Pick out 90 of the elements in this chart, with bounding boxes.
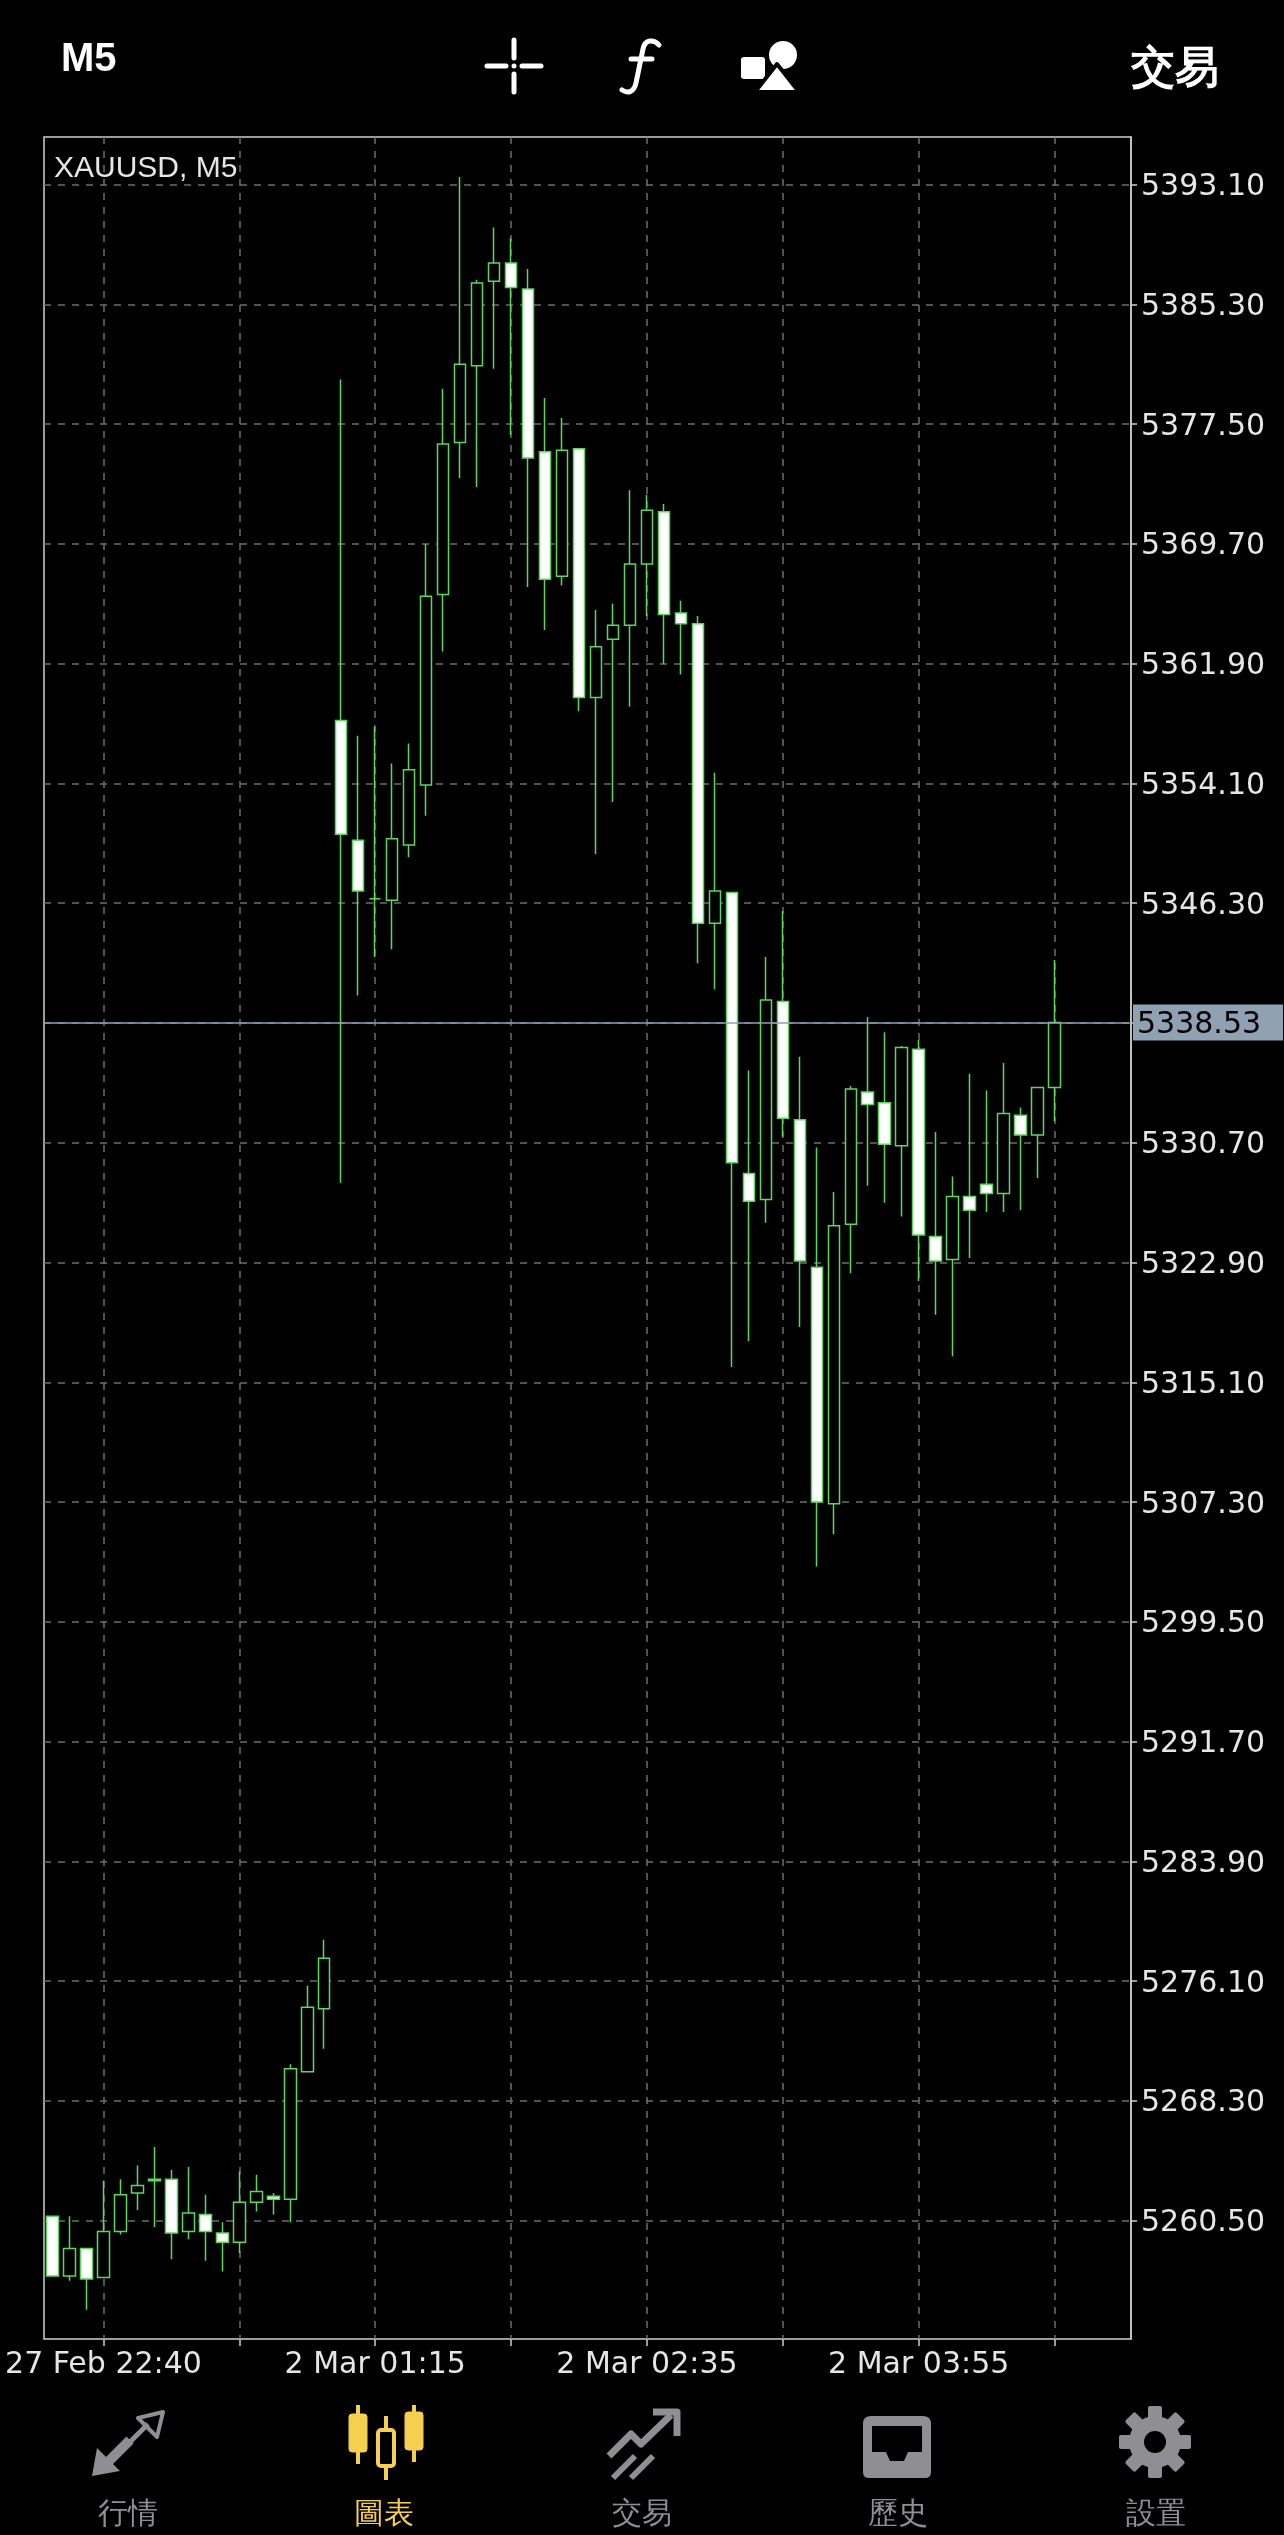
candlestick <box>504 237 518 436</box>
text: 歷史 <box>867 2495 929 2531</box>
candlestick <box>470 279 484 488</box>
candlestick <box>79 2247 94 2311</box>
y-tick-label: 5346.30 <box>1141 885 1266 921</box>
y-tick-label: 5276.10 <box>1141 1963 1266 1999</box>
candlestick <box>877 1031 892 1204</box>
text: 交易 <box>611 2495 673 2531</box>
candlestick <box>147 2146 162 2228</box>
y-tick-label: 5377.50 <box>1141 406 1266 442</box>
candlestick <box>945 1175 960 1357</box>
text: 圖表 <box>353 2495 415 2531</box>
candlestick <box>860 1016 875 1187</box>
x-tick-label: 27 Feb 22:40 <box>5 2344 202 2380</box>
text: 設置 <box>1125 2495 1187 2531</box>
candlestick <box>911 1039 926 1282</box>
y-tick-label: 5299.50 <box>1141 1604 1266 1640</box>
candlestick <box>181 2166 196 2240</box>
y-tick-label: 5268.30 <box>1141 2083 1266 2119</box>
candlestick <box>928 1131 943 1316</box>
candlestick <box>317 1939 331 2050</box>
candlestick <box>538 397 552 631</box>
candlestick <box>827 1191 841 1536</box>
y-tick-label: 5315.10 <box>1141 1364 1266 1400</box>
candlestick <box>623 489 637 708</box>
candlestick <box>555 417 569 587</box>
x-tick-label: 2 Mar 02:35 <box>556 2344 738 2380</box>
candlestick <box>725 891 739 1368</box>
candlestick <box>894 1045 909 1218</box>
y-tick-label: 5393.10 <box>1141 167 1266 203</box>
candlestick <box>402 742 416 858</box>
candlestick <box>1030 1086 1045 1179</box>
candlestick <box>759 956 773 1224</box>
y-tick-label: 5291.70 <box>1141 1724 1266 1760</box>
candlestick <box>283 2063 298 2224</box>
candlestick <box>453 176 467 479</box>
candlestick <box>436 388 450 653</box>
candlestick <box>334 378 348 1184</box>
candlestick <box>521 268 535 588</box>
candlestick <box>113 2178 128 2236</box>
candlestick <box>844 1085 858 1275</box>
y-tick-label: 5361.90 <box>1141 646 1266 682</box>
chart-title: XAUUSD, M5 <box>54 149 238 183</box>
candlestick <box>962 1072 977 1259</box>
candlestick <box>1047 959 1062 1123</box>
candlestick <box>572 447 586 713</box>
y-tick-label: 5283.90 <box>1141 1843 1266 1879</box>
y-tick-label: 5385.30 <box>1141 286 1266 322</box>
candlestick <box>996 1062 1011 1213</box>
candlestick <box>1013 1106 1028 1212</box>
candlestick <box>810 1146 824 1568</box>
y-tick-label: 5307.30 <box>1141 1484 1266 1520</box>
x-tick-label: 2 Mar 03:55 <box>828 2344 1010 2380</box>
candlestick <box>198 2193 213 2262</box>
candlestick <box>657 503 671 665</box>
candlestick <box>368 725 382 958</box>
y-tick-label: 5330.70 <box>1141 1125 1266 1161</box>
candlestick <box>351 735 365 997</box>
candlestick <box>232 2170 247 2254</box>
candlestick <box>640 494 654 617</box>
candlestick <box>674 599 688 676</box>
y-tick-label: 5369.70 <box>1141 526 1266 562</box>
candlestick <box>130 2164 145 2211</box>
ref-line-label: 5338.53 <box>1137 1005 1262 1041</box>
y-tick-label: 5322.90 <box>1141 1245 1266 1281</box>
candlestick <box>776 910 790 1138</box>
candlestick <box>487 226 501 370</box>
x-tick-label: 2 Mar 01:15 <box>284 2344 466 2380</box>
candlestick <box>979 1089 994 1213</box>
candlestick <box>215 2221 230 2273</box>
candlestick <box>96 2180 111 2279</box>
candlestick <box>606 603 620 803</box>
candlestick <box>266 2192 281 2216</box>
candlestick <box>300 1985 315 2073</box>
y-tick-label: 5260.50 <box>1141 2203 1266 2239</box>
candlestick <box>589 609 603 855</box>
candlestick <box>691 615 705 964</box>
y-tick-label: 5354.10 <box>1141 765 1266 801</box>
text: 行情 <box>97 2495 159 2531</box>
candlestick <box>742 1069 756 1342</box>
candlestick <box>419 543 433 817</box>
candlestick <box>793 1056 807 1328</box>
candlestick <box>45 2215 60 2277</box>
candlestick <box>62 2215 77 2282</box>
text: 交易 <box>1131 41 1219 92</box>
candlestick <box>708 771 722 990</box>
candlestick <box>164 2169 179 2260</box>
candlestick <box>249 2173 264 2213</box>
candlestick <box>385 762 399 951</box>
text: M5 <box>61 35 117 79</box>
